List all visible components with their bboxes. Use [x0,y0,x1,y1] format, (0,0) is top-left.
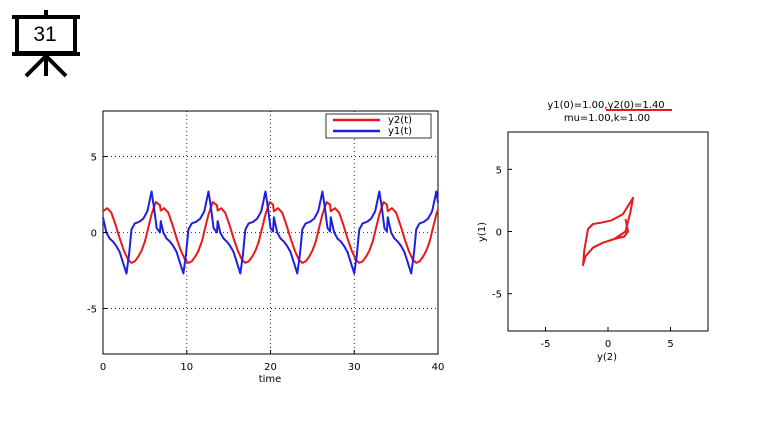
ts-y-tick-label: 5 [91,153,97,164]
ts-x-tick-label: 20 [264,362,277,373]
ph-series-lines [582,196,634,267]
phase-portrait-chart: y1(0)=1.00,y2(0)=1.40 mu=1.00,k=1.00 -5 0… [477,100,709,363]
ph-x-tick-label: -5 [541,339,551,350]
ph-ticks: -5 0 5 -5 0 5 [492,165,674,350]
ph-x-tick-label: 0 [605,339,611,350]
ph-x-axis-label: y(2) [597,352,617,363]
ts-x-tick-label: 10 [180,362,193,373]
ts-legend: y2(t) y1(t) [325,113,432,139]
ts-y-tick-label: 0 [91,229,97,240]
slide-number: 31 [33,23,57,46]
ph-trajectory [582,196,634,267]
ph-y-tick-label: -5 [492,290,502,301]
ph-y-tick-label: 5 [496,165,502,176]
ts-grid [103,111,438,354]
ph-subtitle: mu=1.00,k=1.00 [564,113,650,124]
ph-y-tick-label: 0 [496,228,502,239]
ts-x-tick-label: 0 [100,362,106,373]
ts-x-tick-label: 40 [432,362,445,373]
time-series-chart: 0 10 20 30 40 -5 0 5 time y2(t) y1(t) [87,110,444,385]
presentation-board-icon [12,10,80,78]
ph-plot-frame [507,131,709,332]
legend-box [325,113,432,139]
ts-series-y1t [102,190,439,275]
legend-label-y1: y1(t) [388,126,412,137]
legend-label-y2: y2(t) [388,115,412,126]
ph-y-axis-label: y(1) [477,222,488,242]
ts-series-lines [102,190,439,275]
ts-ticks: 0 10 20 30 40 -5 0 5 [87,153,444,373]
ts-y-tick-label: -5 [87,304,97,315]
ts-x-axis-label: time [259,374,282,385]
ts-x-tick-label: 30 [348,362,361,373]
ph-title: y1(0)=1.00,y2(0)=1.40 [547,100,664,111]
ph-x-tick-label: 5 [667,339,673,350]
